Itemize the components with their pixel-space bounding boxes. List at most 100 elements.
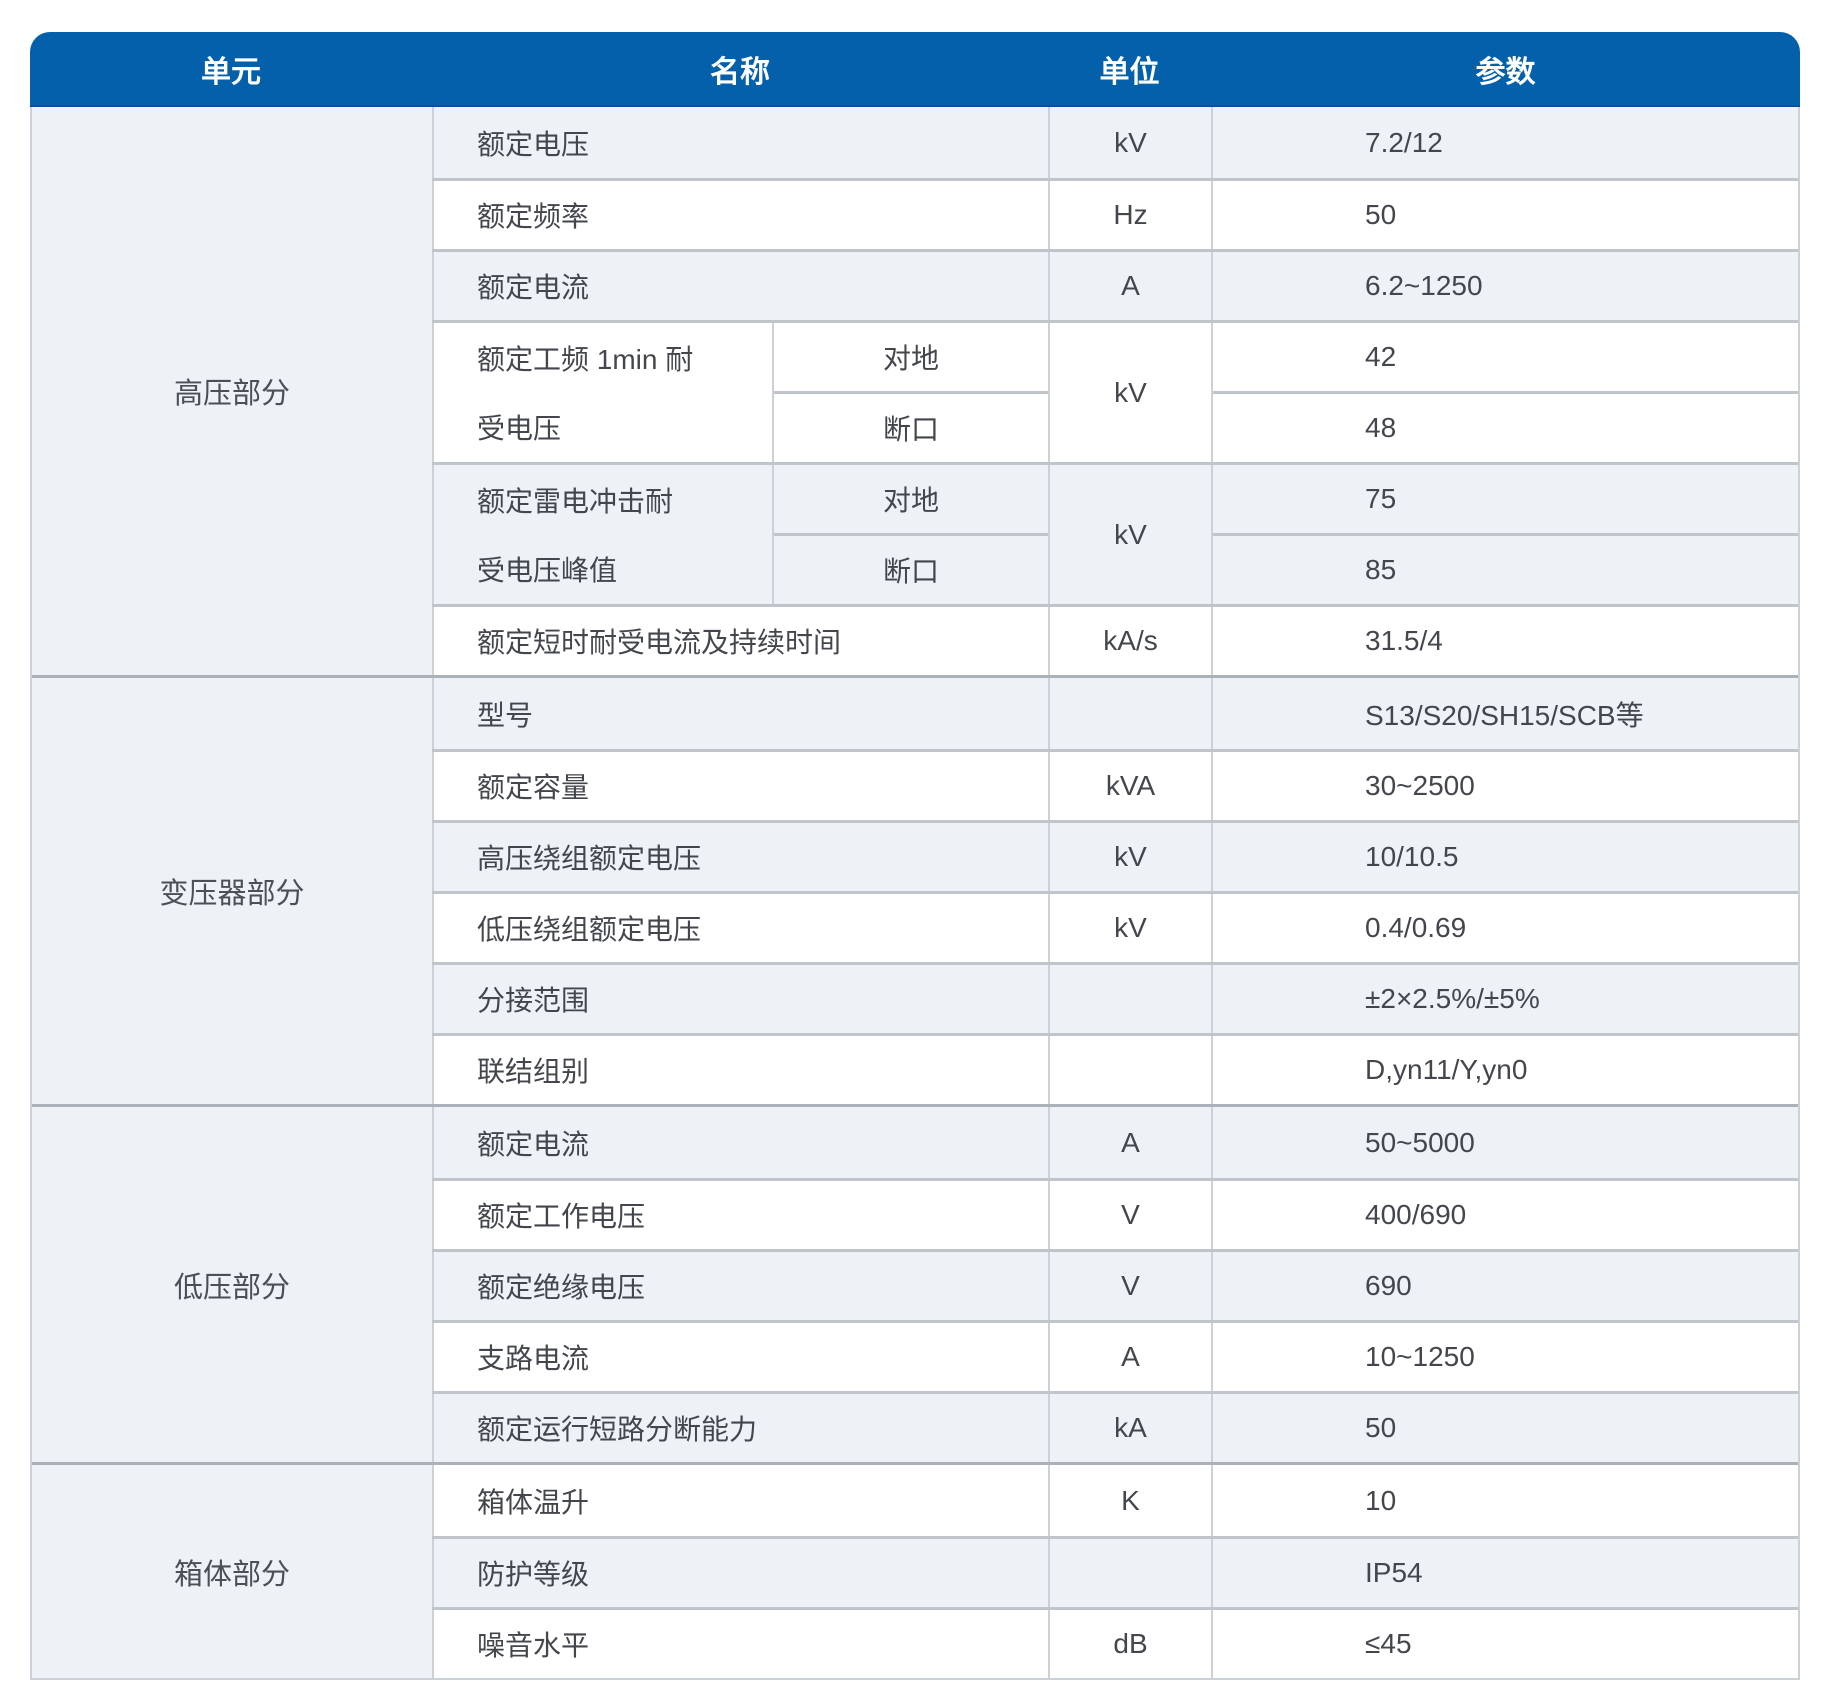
specification-table: 单元 名称 单位 参数 高压部分 额定电压 kV 7.2/12 额定频率 Hz … — [30, 32, 1800, 1680]
column-header-unit: 单位 — [1099, 55, 1160, 89]
spec-name: 联结组别 — [432, 1036, 1048, 1104]
spec-name-merged: 额定工频 1min 耐 受电压 — [432, 323, 772, 462]
spec-unit: kV — [1048, 823, 1211, 891]
spec-unit: kA — [1048, 1394, 1211, 1462]
spec-subcolumn: 对地 断口 — [772, 323, 1048, 462]
table-body: 高压部分 额定电压 kV 7.2/12 额定频率 Hz 50 额定电流 A 6.… — [30, 107, 1800, 1680]
spec-unit: Hz — [1048, 181, 1211, 249]
column-header-name: 名称 — [710, 55, 770, 89]
group-rows: 型号 S13/S20/SH15/SCB等 额定容量 kVA 30~2500 高压… — [432, 678, 1798, 1104]
spec-unit: K — [1048, 1465, 1211, 1536]
spec-unit: A — [1048, 1107, 1211, 1178]
spec-param: 50~5000 — [1211, 1107, 1798, 1178]
spec-param: 10~1250 — [1211, 1323, 1798, 1391]
spec-unit: kV — [1048, 894, 1211, 962]
table-row: 低压绕组额定电压 kV 0.4/0.69 — [432, 891, 1798, 962]
spec-unit: dB — [1048, 1610, 1211, 1678]
spec-unit-merged: kV — [1048, 465, 1211, 604]
spec-name: 额定短时耐受电流及持续时间 — [432, 607, 1048, 675]
spec-unit — [1048, 965, 1211, 1033]
spec-name-line1: 额定雷电冲击耐 — [477, 485, 674, 517]
spec-param: 50 — [1211, 1394, 1798, 1462]
spec-name: 额定容量 — [432, 752, 1048, 820]
table-row: 高压绕组额定电压 kV 10/10.5 — [432, 820, 1798, 891]
table-header-row: 单元 名称 单位 参数 — [30, 32, 1800, 107]
column-header-parameter: 参数 — [1475, 55, 1536, 89]
spec-param: 6.2~1250 — [1211, 252, 1798, 320]
spec-sublabel: 对地 — [882, 343, 939, 374]
spec-subcolumn: 对地 断口 — [772, 465, 1048, 604]
table-row: 额定短时耐受电流及持续时间 kA/s 31.5/4 — [432, 604, 1798, 675]
table-row: 额定频率 Hz 50 — [432, 178, 1798, 249]
spec-unit: kVA — [1048, 752, 1211, 820]
spec-param: S13/S20/SH15/SCB等 — [1211, 678, 1798, 749]
spec-name: 额定工作电压 — [432, 1181, 1048, 1249]
group-transformer: 变压器部分 型号 S13/S20/SH15/SCB等 额定容量 kVA 30~2… — [32, 675, 1798, 1104]
spec-unit — [1048, 1036, 1211, 1104]
group-enclosure: 箱体部分 箱体温升 K 10 防护等级 IP54 噪音水平 dB ≤45 — [32, 1462, 1798, 1678]
spec-unit: A — [1048, 252, 1211, 320]
spec-name-line1: 额定工频 1min 耐 — [477, 343, 694, 375]
spec-unit: V — [1048, 1181, 1211, 1249]
spec-unit — [1048, 678, 1211, 749]
table-row: 型号 S13/S20/SH15/SCB等 — [432, 678, 1798, 749]
spec-param: 10/10.5 — [1211, 823, 1798, 891]
table-row: 额定电压 kV 7.2/12 — [432, 107, 1798, 178]
spec-name-merged: 额定雷电冲击耐 受电压峰值 — [432, 465, 772, 604]
spec-name: 支路电流 — [432, 1323, 1048, 1391]
spec-unit: kV — [1048, 107, 1211, 178]
group-rows: 额定电压 kV 7.2/12 额定频率 Hz 50 额定电流 A 6.2~125… — [432, 107, 1798, 675]
spec-sublabel: 对地 — [882, 485, 939, 516]
spec-unit-merged: kV — [1048, 323, 1211, 462]
spec-param: 31.5/4 — [1211, 607, 1798, 675]
spec-param-column: 75 85 — [1211, 465, 1798, 604]
group-label: 高压部分 — [32, 107, 432, 675]
spec-sublabel: 断口 — [774, 391, 1048, 462]
spec-name-line2: 受电压 — [477, 413, 562, 445]
column-header-unit-group: 单元 — [201, 55, 261, 89]
spec-unit: V — [1048, 1252, 1211, 1320]
spec-param: 10 — [1211, 1465, 1798, 1536]
table-row: 防护等级 IP54 — [432, 1536, 1798, 1607]
spec-unit: kA/s — [1048, 607, 1211, 675]
table-row: 额定电流 A 6.2~1250 — [432, 249, 1798, 320]
spec-name: 额定绝缘电压 — [432, 1252, 1048, 1320]
spec-sublabel: 断口 — [774, 533, 1048, 604]
table-row: 额定绝缘电压 V 690 — [432, 1249, 1798, 1320]
table-row: 额定电流 A 50~5000 — [432, 1107, 1798, 1178]
spec-param: IP54 — [1211, 1539, 1798, 1607]
spec-param: 400/690 — [1211, 1181, 1798, 1249]
spec-name: 低压绕组额定电压 — [432, 894, 1048, 962]
spec-param: 7.2/12 — [1211, 107, 1798, 178]
table-row: 支路电流 A 10~1250 — [432, 1320, 1798, 1391]
spec-param: D,yn11/Y,yn0 — [1211, 1036, 1798, 1104]
group-rows: 额定电流 A 50~5000 额定工作电压 V 400/690 额定绝缘电压 V… — [432, 1107, 1798, 1462]
table-row: 分接范围 ±2×2.5%/±5% — [432, 962, 1798, 1033]
spec-name: 分接范围 — [432, 965, 1048, 1033]
table-row: 联结组别 D,yn11/Y,yn0 — [432, 1033, 1798, 1104]
group-rows: 箱体温升 K 10 防护等级 IP54 噪音水平 dB ≤45 — [432, 1465, 1798, 1678]
spec-param: 0.4/0.69 — [1211, 894, 1798, 962]
group-label: 变压器部分 — [32, 678, 432, 1104]
group-high-voltage: 高压部分 额定电压 kV 7.2/12 额定频率 Hz 50 额定电流 A 6.… — [32, 107, 1798, 675]
spec-name: 防护等级 — [432, 1539, 1048, 1607]
table-row-merged: 额定雷电冲击耐 受电压峰值 对地 断口 kV 75 85 — [432, 462, 1798, 604]
spec-name: 额定频率 — [432, 181, 1048, 249]
spec-param: 85 — [1213, 533, 1798, 604]
group-label: 箱体部分 — [32, 1465, 432, 1678]
spec-param-column: 42 48 — [1211, 323, 1798, 462]
table-row: 额定工作电压 V 400/690 — [432, 1178, 1798, 1249]
table-row: 箱体温升 K 10 — [432, 1465, 1798, 1536]
group-low-voltage: 低压部分 额定电流 A 50~5000 额定工作电压 V 400/690 额定绝… — [32, 1104, 1798, 1462]
spec-unit: A — [1048, 1323, 1211, 1391]
spec-name: 噪音水平 — [432, 1610, 1048, 1678]
spec-name: 高压绕组额定电压 — [432, 823, 1048, 891]
spec-unit — [1048, 1539, 1211, 1607]
spec-param: 50 — [1211, 181, 1798, 249]
spec-param: ≤45 — [1211, 1610, 1798, 1678]
group-label: 低压部分 — [32, 1107, 432, 1462]
spec-name: 额定运行短路分断能力 — [432, 1394, 1048, 1462]
spec-name: 额定电流 — [432, 1107, 1048, 1178]
spec-name: 型号 — [432, 678, 1048, 749]
spec-param: 690 — [1211, 1252, 1798, 1320]
